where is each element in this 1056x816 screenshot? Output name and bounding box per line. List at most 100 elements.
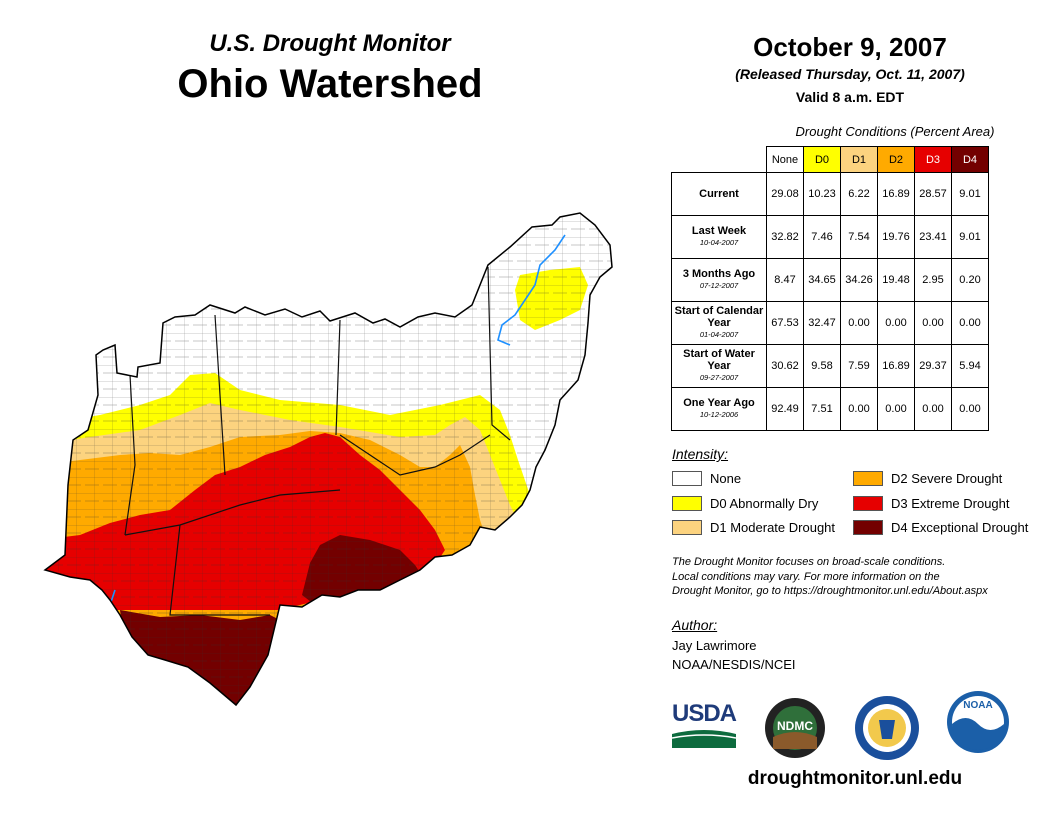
legend-label: None: [710, 471, 742, 486]
table-cell: 30.62: [766, 344, 804, 388]
table-cell: 0.20: [951, 258, 989, 302]
region-title: Ohio Watershed: [177, 62, 483, 106]
table-cell: 32.82: [766, 215, 804, 259]
table-cell: 7.46: [803, 215, 841, 259]
table-cell: 2.95: [914, 258, 952, 302]
author-name: Jay Lawrimore: [672, 638, 757, 653]
legend-swatch: [853, 520, 883, 535]
row-label: Start of Calendar Year 01-04-2007: [671, 301, 767, 345]
conditions-title: Drought Conditions (Percent Area): [795, 124, 995, 139]
river-north: [497, 234, 566, 346]
table-cell: 7.51: [803, 387, 841, 431]
row-label: Current: [671, 172, 767, 216]
basin-outline: [43, 212, 613, 707]
col-header-d2: D2: [877, 146, 915, 173]
legend-label: D3 Extreme Drought: [891, 496, 1010, 511]
website-link[interactable]: droughtmonitor.unl.edu: [747, 768, 963, 789]
table-cell: 23.41: [914, 215, 952, 259]
legend-item-d4: D4 Exceptional Drought: [853, 520, 1028, 535]
table-cell: 6.22: [840, 172, 878, 216]
table-cell: 0.00: [840, 301, 878, 345]
header-blank: [672, 147, 767, 173]
table-cell: 0.00: [951, 301, 989, 345]
disclaimer-note: The Drought Monitor focuses on broad-sca…: [672, 555, 1042, 599]
table-cell: 92.49: [766, 387, 804, 431]
map-date: October 9, 2007: [753, 32, 947, 62]
table-row: Start of Water Year 09-27-2007 30.62 9.58…: [671, 344, 989, 388]
row-date: 09-27-2007: [699, 373, 739, 382]
release-date: (Released Thursday, Oct. 11, 2007): [735, 66, 965, 82]
table-cell: 0.00: [914, 301, 952, 345]
table-cell: 29.08: [766, 172, 804, 216]
table-cell: 19.76: [877, 215, 915, 259]
row-label: Start of Water Year 09-27-2007: [671, 344, 767, 388]
noaa-logo: NOAA: [946, 690, 1010, 759]
legend-item-none: None: [672, 471, 741, 486]
table-cell: 67.53: [766, 301, 804, 345]
table-row: 3 Months Ago 07-12-2007 8.47 34.65 34.26 …: [671, 258, 989, 302]
legend-swatch: [853, 471, 883, 486]
legend-title: Intensity:: [672, 446, 729, 462]
legend-item-d1: D1 Moderate Drought: [672, 520, 835, 535]
table-row: Current 29.08 10.23 6.22 16.89 28.57 9.0…: [671, 172, 989, 216]
table-cell: 32.47: [803, 301, 841, 345]
legend-label: D2 Severe Drought: [891, 471, 1003, 486]
table-cell: 34.65: [803, 258, 841, 302]
row-date: 01-04-2007: [699, 330, 739, 339]
usda-logo: USDA: [672, 700, 737, 750]
note-line: Local conditions may vary. For more info…: [672, 570, 940, 583]
table-cell: 9.58: [803, 344, 841, 388]
row-label: 3 Months Ago 07-12-2007: [671, 258, 767, 302]
table-header-row: None D0 D1 D2 D3 D4: [672, 146, 989, 173]
legend-item-d0: D0 Abnormally Dry: [672, 496, 818, 511]
col-header-d0: D0: [803, 146, 841, 173]
table-cell: 19.48: [877, 258, 915, 302]
note-line: Drought Monitor, go to https://droughtmo…: [672, 585, 988, 597]
commerce-seal: [854, 695, 920, 766]
table-cell: 28.57: [914, 172, 952, 216]
legend-swatch: [853, 496, 883, 511]
table-cell: 9.01: [951, 172, 989, 216]
conditions-table: None D0 D1 D2 D3 D4 Current 29.08 10.23 …: [671, 146, 989, 431]
map-title: U.S. Drought Monitor: [209, 30, 451, 57]
col-header-d1: D1: [840, 146, 878, 173]
table-cell: 34.26: [840, 258, 878, 302]
legend-swatch: [672, 520, 702, 535]
valid-time: Valid 8 a.m. EDT: [795, 89, 905, 105]
legend-item-d3: D3 Extreme Drought: [853, 496, 1010, 511]
row-label: One Year Ago 10-12-2006: [671, 387, 767, 431]
row-date: 10-04-2007: [699, 238, 739, 247]
legend-label: D0 Abnormally Dry: [710, 496, 819, 511]
row-date: 07-12-2007: [699, 281, 739, 290]
table-cell: 0.00: [877, 301, 915, 345]
table-cell: 7.54: [840, 215, 878, 259]
table-cell: 5.94: [951, 344, 989, 388]
table-cell: 16.89: [877, 344, 915, 388]
col-header-none: None: [766, 146, 804, 173]
table-cell: 9.01: [951, 215, 989, 259]
drought-map: [40, 205, 630, 725]
legend-item-d2: D2 Severe Drought: [853, 471, 1002, 486]
legend-label: D4 Exceptional Drought: [891, 520, 1029, 535]
ndmc-logo: NDMC: [764, 697, 826, 759]
author-org: NOAA/NESDIS/NCEI: [672, 657, 796, 672]
author-label: Author:: [672, 617, 718, 633]
table-cell: 0.00: [951, 387, 989, 431]
table-cell: 10.23: [803, 172, 841, 216]
legend-swatch: [672, 471, 702, 486]
table-cell: 16.89: [877, 172, 915, 216]
table-row: Last Week 10-04-2007 32.82 7.46 7.54 19.7…: [671, 215, 989, 259]
col-header-d4: D4: [951, 146, 989, 173]
zone-d3-east: [440, 580, 485, 625]
note-line: The Drought Monitor focuses on broad-sca…: [672, 556, 946, 568]
table-cell: 8.47: [766, 258, 804, 302]
table-cell: 29.37: [914, 344, 952, 388]
col-header-d3: D3: [914, 146, 952, 173]
table-row: One Year Ago 10-12-2006 92.49 7.51 0.00 0…: [671, 387, 989, 431]
table-cell: 0.00: [914, 387, 952, 431]
table-cell: 7.59: [840, 344, 878, 388]
table-cell: 0.00: [840, 387, 878, 431]
row-label: Last Week 10-04-2007: [671, 215, 767, 259]
legend-label: D1 Moderate Drought: [710, 520, 836, 535]
table-row: Start of Calendar Year 01-04-2007 67.53 3…: [671, 301, 989, 345]
